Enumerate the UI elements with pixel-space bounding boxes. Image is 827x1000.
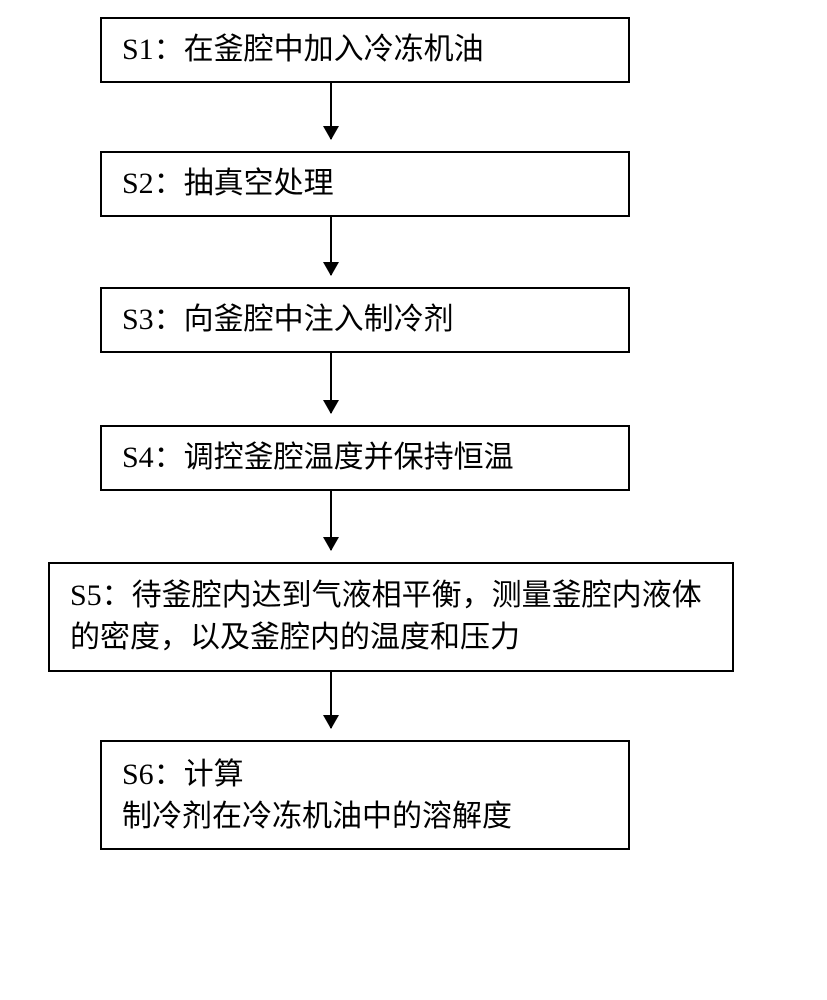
node-s3: S3：向釜腔中注入制冷剂 — [100, 287, 630, 353]
node-s5-label: S5：待釜腔内达到气液相平衡，测量釜腔内液体的密度，以及釜腔内的温度和压力 — [70, 575, 712, 659]
node-s2-label: S2：抽真空处理 — [122, 163, 334, 205]
node-s3-label: S3：向釜腔中注入制冷剂 — [122, 299, 454, 341]
node-s6: S6：计算 制冷剂在冷冻机油中的溶解度 — [100, 740, 630, 850]
edge-s3-s4 — [330, 353, 332, 413]
edge-s4-s5 — [330, 491, 332, 550]
node-s1-label: S1：在釜腔中加入冷冻机油 — [122, 29, 484, 71]
node-s4-label: S4：调控釜腔温度并保持恒温 — [122, 437, 514, 479]
node-s2: S2：抽真空处理 — [100, 151, 630, 217]
flowchart-canvas: S1：在釜腔中加入冷冻机油 S2：抽真空处理 S3：向釜腔中注入制冷剂 S4：调… — [0, 0, 827, 1000]
edge-s1-s2 — [330, 83, 332, 139]
node-s6-line1: S6：计算 — [122, 754, 608, 796]
node-s5: S5：待釜腔内达到气液相平衡，测量釜腔内液体的密度，以及釜腔内的温度和压力 — [48, 562, 734, 672]
node-s1: S1：在釜腔中加入冷冻机油 — [100, 17, 630, 83]
node-s4: S4：调控釜腔温度并保持恒温 — [100, 425, 630, 491]
edge-s5-s6 — [330, 672, 332, 728]
edge-s2-s3 — [330, 217, 332, 275]
node-s6-line2: 制冷剂在冷冻机油中的溶解度 — [122, 796, 608, 838]
